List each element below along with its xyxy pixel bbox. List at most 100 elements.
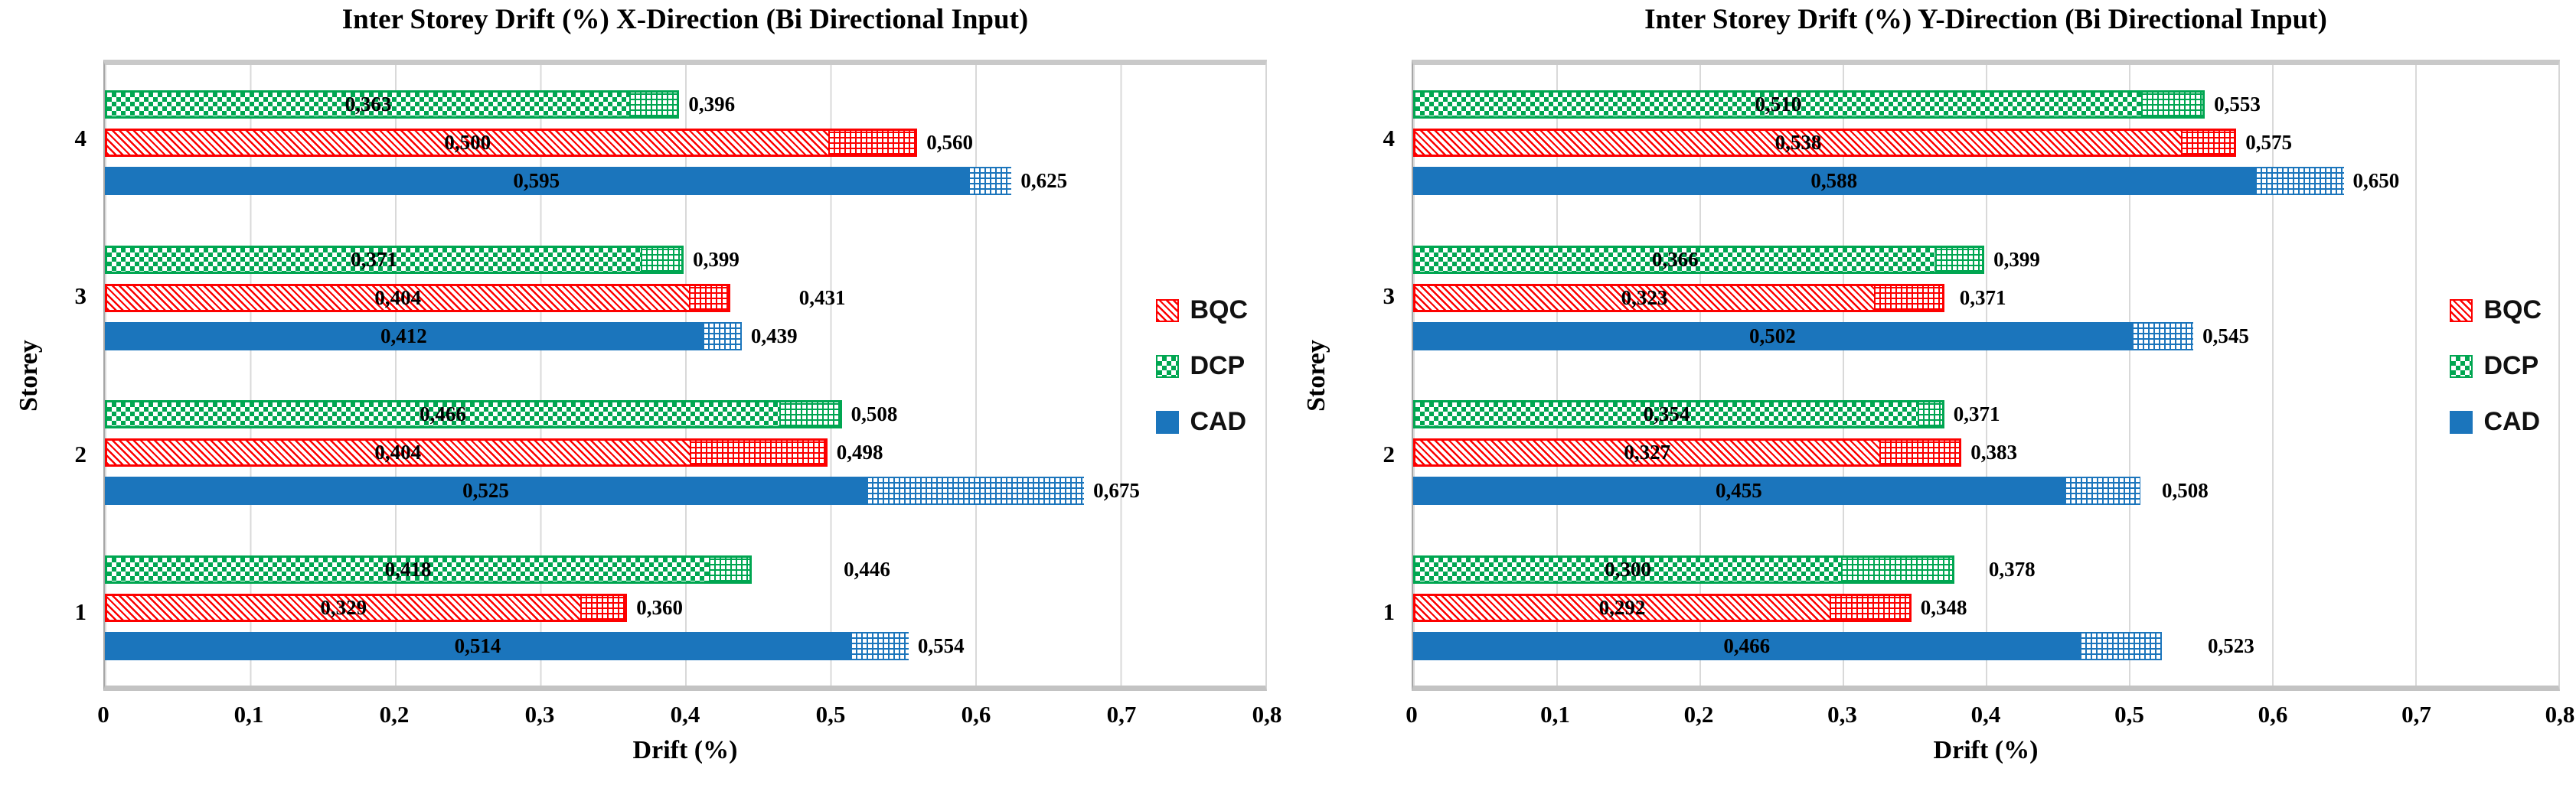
bar-cad-storey-2 [105, 477, 1085, 506]
bar-extension-segment [688, 285, 728, 310]
bar-extension-segment [1934, 247, 1983, 272]
legend: BQC DCP CAD [2442, 285, 2549, 448]
bar-dcp-storey-1 [105, 555, 753, 585]
bar-inner-value-label: 0,538 [1774, 130, 1822, 154]
plot-area: 0,363 0,396 0,500 0,560 0,595 0,625 0,371 0,399… [103, 60, 1267, 691]
legend-label: BQC [1190, 295, 1248, 324]
legend-label: BQC [2483, 295, 2542, 324]
bar-dcp-storey-3 [1413, 245, 1985, 274]
x-tick-label: 0,7 [2401, 701, 2431, 728]
bar-inner-value-label: 0,466 [420, 402, 466, 426]
bar-solid-segment [1415, 441, 1880, 465]
x-tick-label: 0,3 [524, 701, 555, 728]
bar-total-value-label: 0,431 [798, 285, 846, 309]
bar-bqc-storey-3 [105, 283, 730, 312]
bar-extension-segment [2181, 130, 2235, 155]
bar-solid-segment [107, 596, 580, 620]
bar-solid-segment [107, 130, 829, 155]
bar-total-value-label: 0,508 [2161, 479, 2209, 503]
bar-row: 0,323 0,371 [1413, 283, 2558, 312]
legend-item-bqc: BQC [2450, 295, 2542, 325]
bar-dcp-storey-4 [105, 90, 680, 119]
bar-row: 0,455 0,508 [1413, 477, 2558, 506]
bar-inner-value-label: 0,500 [444, 130, 491, 154]
bar-dcp-storey-4 [1413, 90, 2205, 119]
bar-row: 0,329 0,360 [105, 594, 1265, 623]
x-axis-ticks: 0 0,1 0,2 0,3 0,4 0,5 0,6 0,7 0,8 [97, 698, 1281, 731]
bar-row: 0,363 0,396 [105, 90, 1265, 119]
x-tick-label: 0,6 [961, 701, 991, 728]
bar-extension-segment [1879, 441, 1960, 465]
bar-inner-value-label: 0,300 [1605, 558, 1651, 581]
bar-total-value-label: 0,523 [2208, 634, 2254, 658]
bar-row: 0,502 0,545 [1413, 321, 2558, 350]
bar-total-value-label: 0,446 [844, 558, 890, 581]
y-axis-label-storey-4: 4 [1383, 125, 1396, 152]
bar-row: 0,371 0,399 [105, 245, 1265, 274]
bar-row: 0,404 0,431 [105, 283, 1265, 312]
bar-row: 0,366 0,399 [1413, 245, 2558, 274]
bar-extension-segment [2254, 166, 2344, 195]
bar-row: 0,595 0,625 [105, 166, 1265, 195]
bar-cad-storey-3 [1413, 321, 2194, 350]
legend-bqc-swatch-icon [2450, 298, 2473, 322]
bar-solid-segment [1415, 130, 2182, 155]
bar-inner-value-label: 0,455 [1716, 479, 1762, 503]
bar-inner-value-label: 0,514 [454, 634, 501, 658]
legend-item-cad: CAD [2450, 407, 2542, 437]
bar-total-value-label: 0,371 [1959, 285, 2006, 309]
bar-extension-segment [2064, 477, 2140, 506]
bar-bqc-storey-1 [105, 594, 628, 623]
bar-extension-segment [2080, 632, 2162, 661]
bar-cad-storey-3 [105, 321, 742, 350]
bar-total-value-label: 0,439 [750, 324, 798, 347]
legend-dcp-swatch-icon [2450, 354, 2473, 378]
y-axis-labels: 4 3 2 1 [1347, 60, 1396, 691]
legend-bqc-swatch-icon [1156, 298, 1180, 322]
bar-dcp-storey-3 [105, 245, 684, 274]
bar-inner-value-label: 0,363 [344, 92, 392, 116]
bar-total-value-label: 0,508 [851, 402, 898, 426]
bar-solid-segment [1413, 477, 2065, 506]
bar-inner-value-label: 0,418 [384, 558, 432, 581]
bar-solid-segment [107, 92, 630, 116]
storey-group-3: 0,371 0,399 0,404 0,431 0,412 0,439 [105, 220, 1265, 376]
x-tick-label: 0,8 [1252, 701, 1282, 728]
bar-bqc-storey-3 [1413, 283, 1944, 312]
bar-inner-value-label: 0,588 [1810, 168, 1858, 192]
bar-extension-segment [779, 402, 840, 427]
bar-cad-storey-1 [1413, 632, 2162, 661]
chart-x-direction: Inter Storey Drift (%) X-Direction (Bi D… [15, 4, 1281, 764]
bar-extension-segment [709, 558, 750, 582]
x-tick-label: 0,2 [379, 701, 410, 728]
y-axis-label-storey-3: 3 [74, 282, 87, 310]
bar-solid-segment [105, 321, 703, 350]
bar-row: 0,354 0,371 [1413, 400, 2558, 429]
bar-extension-segment [1841, 558, 1952, 582]
storey-group-4: 0,510 0,553 0,538 0,575 0,588 0,650 [1413, 65, 2558, 220]
y-axis-labels: 4 3 2 1 [39, 60, 87, 691]
legend-item-dcp: DCP [1156, 351, 1248, 381]
bar-solid-segment [105, 632, 851, 661]
bar-total-value-label: 0,399 [693, 247, 739, 271]
bar-row: 0,466 0,508 [105, 400, 1265, 429]
x-axis-title: Drift (%) [632, 736, 738, 764]
bar-inner-value-label: 0,412 [380, 324, 427, 347]
legend-dcp-swatch-icon [1156, 354, 1180, 378]
bar-extension-segment [1873, 285, 1942, 310]
legend-label: CAD [1190, 407, 1247, 436]
legend-label: DCP [1190, 351, 1246, 380]
x-tick-label: 0,1 [233, 701, 264, 728]
bar-solid-segment [107, 558, 710, 582]
bar-bqc-storey-4 [105, 128, 918, 157]
bar-bqc-storey-1 [1413, 594, 1912, 623]
bar-solid-segment [1415, 247, 1935, 272]
storey-group-2: 0,354 0,371 0,327 0,383 0,455 0,508 [1413, 376, 2558, 531]
x-tick-label: 0,8 [2545, 701, 2575, 728]
bar-solid-segment [1413, 166, 2255, 195]
bar-row: 0,525 0,675 [105, 477, 1265, 506]
bar-total-value-label: 0,560 [926, 130, 973, 154]
bar-extension-segment [2131, 321, 2194, 350]
x-tick-label: 0 [97, 701, 109, 728]
legend-cad-swatch-icon [2450, 410, 2473, 434]
